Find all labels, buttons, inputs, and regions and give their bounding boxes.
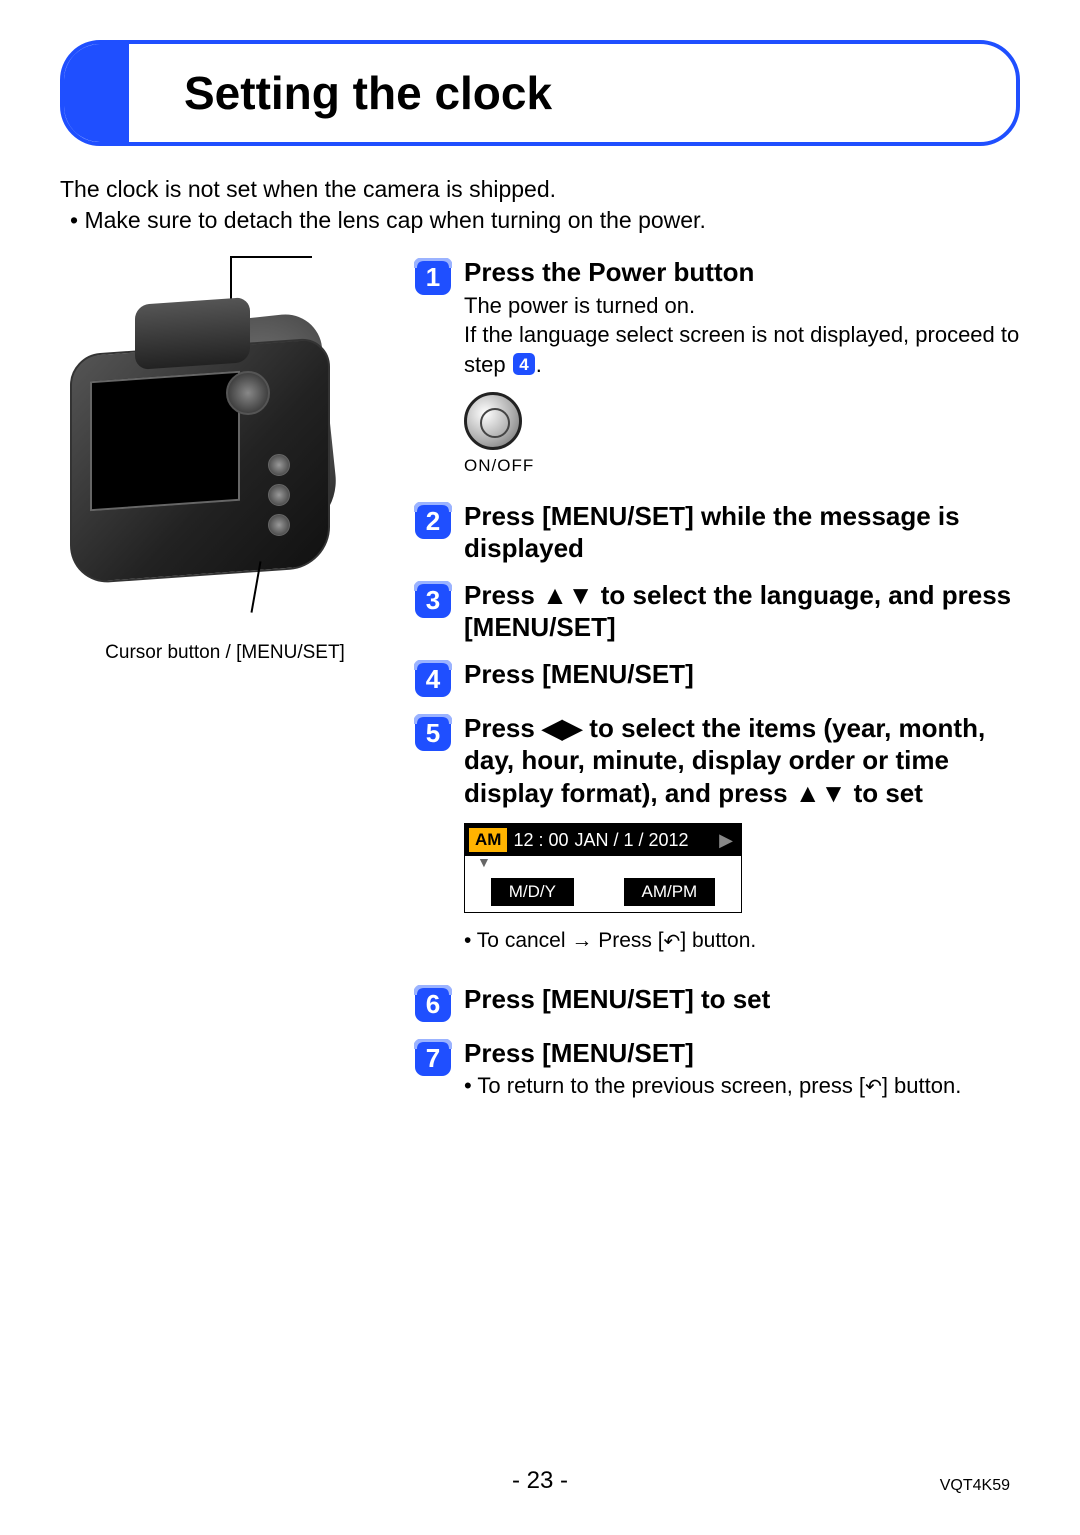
step-1-desc: The power is turned on. If the language … xyxy=(464,291,1020,380)
step-4-title: Press [MENU/SET] xyxy=(464,658,1020,691)
left-right-triangles-icon: ◀▶ xyxy=(542,712,582,745)
step-7-title: Press [MENU/SET] xyxy=(464,1037,1020,1070)
step-ref-badge-4: 4 xyxy=(512,352,536,376)
return-icon: ↶ xyxy=(865,1074,882,1101)
step-6-title: Press [MENU/SET] to set xyxy=(464,983,1020,1016)
clock-time: 12 : 00 xyxy=(513,830,568,851)
page-title-box: Setting the clock xyxy=(60,40,1020,146)
format-ampm: AM/PM xyxy=(624,878,716,906)
step-2-title: Press [MENU/SET] while the message is di… xyxy=(464,500,1020,565)
step-badge-4: 4 xyxy=(414,660,452,698)
svg-text:3: 3 xyxy=(426,585,440,615)
svg-text:6: 6 xyxy=(426,989,440,1019)
step-badge-7: 7 xyxy=(414,1039,452,1077)
step-3-title: Press ▲▼ to select the language, and pre… xyxy=(464,579,1020,644)
power-button-diagram: ON/OFF xyxy=(464,392,1020,476)
step-badge-5: 5 xyxy=(414,714,452,752)
step-badge-2: 2 xyxy=(414,502,452,540)
clock-set-diagram: AM 12 : 00 JAN / 1 / 2012 ▶ ▼ M/D/Y AM/P… xyxy=(464,823,742,913)
step-1: 1 Press the Power button The power is tu… xyxy=(414,256,1020,486)
step-3: 3 Press ▲▼ to select the language, and p… xyxy=(414,579,1020,644)
intro-line-1: The clock is not set when the camera is … xyxy=(60,176,556,202)
down-arrow-icon: ▼ xyxy=(465,854,741,870)
camera-caption: Cursor button / [MENU/SET] xyxy=(60,642,390,664)
step-5: 5 Press ◀▶ to select the items (year, mo… xyxy=(414,712,1020,969)
power-button-icon xyxy=(464,392,522,450)
svg-text:4: 4 xyxy=(519,355,529,374)
svg-text:1: 1 xyxy=(426,262,440,292)
step-7-note: • To return to the previous screen, pres… xyxy=(464,1071,1020,1101)
step-badge-3: 3 xyxy=(414,581,452,619)
step-badge-1: 1 xyxy=(414,258,452,296)
step-badge-6: 6 xyxy=(414,985,452,1023)
intro-text: The clock is not set when the camera is … xyxy=(60,174,1020,236)
doc-code: VQT4K59 xyxy=(940,1477,1010,1495)
svg-text:4: 4 xyxy=(426,664,441,694)
intro-line-2: • Make sure to detach the lens cap when … xyxy=(60,205,1020,236)
page-number: - 23 - xyxy=(512,1467,568,1494)
svg-text:2: 2 xyxy=(426,506,440,536)
right-tri-icon: ▶ xyxy=(719,830,733,851)
svg-text:5: 5 xyxy=(426,718,440,748)
title-tab-accent xyxy=(64,44,129,142)
up-down-triangles-icon: ▲▼ xyxy=(542,579,593,612)
step-1-title: Press the Power button xyxy=(464,256,1020,289)
step-7: 7 Press [MENU/SET] • To return to the pr… xyxy=(414,1037,1020,1101)
power-button-label: ON/OFF xyxy=(464,456,522,476)
up-down-triangles-icon: ▲▼ xyxy=(795,777,846,810)
return-icon: ↶ xyxy=(664,929,681,955)
cancel-note: • To cancel → Press [↶] button. xyxy=(464,927,1020,954)
clock-date: JAN / 1 / 2012 xyxy=(575,830,689,851)
step-4: 4 Press [MENU/SET] xyxy=(414,658,1020,698)
svg-text:7: 7 xyxy=(426,1043,440,1073)
am-badge: AM xyxy=(469,828,507,852)
step-6: 6 Press [MENU/SET] to set xyxy=(414,983,1020,1023)
step-2: 2 Press [MENU/SET] while the message is … xyxy=(414,500,1020,565)
step-5-title: Press ◀▶ to select the items (year, mont… xyxy=(464,712,1020,810)
camera-illustration xyxy=(60,256,380,636)
page-title: Setting the clock xyxy=(184,66,988,120)
format-mdy: M/D/Y xyxy=(491,878,574,906)
